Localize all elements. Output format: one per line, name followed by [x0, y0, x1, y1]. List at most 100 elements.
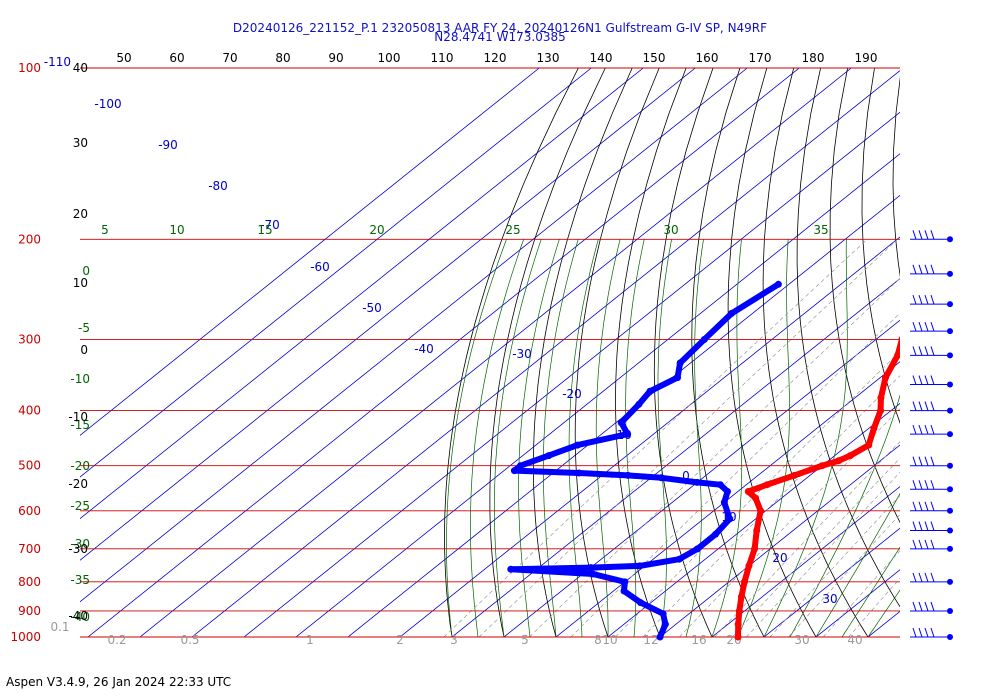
dewpoint-profile-point: [620, 587, 628, 595]
temperature-profile-point: [846, 452, 854, 460]
temperature-profile-point: [904, 319, 911, 326]
mixing-ratio-label: 10: [602, 633, 617, 647]
wind-barb-flag: [918, 480, 923, 490]
altitude-label: 0: [80, 343, 88, 357]
wind-barb-flag: [918, 294, 923, 305]
mixing-ratio-label: 0.5: [180, 633, 199, 647]
temperature-profile-point: [937, 259, 944, 266]
pressure-label: 700: [18, 542, 41, 556]
temperature-profile-point: [745, 562, 753, 570]
temperature-profile-point: [790, 471, 798, 479]
dewpoint-profile-point: [693, 545, 701, 553]
wind-barb-flag: [912, 521, 917, 531]
dry-adiabat-line: [861, 68, 900, 425]
pressure-label: 800: [18, 575, 41, 589]
wind-barb-flag: [924, 264, 929, 274]
wind-barb-dot: [947, 301, 953, 308]
wind-barb: [910, 627, 953, 640]
isotherm-label: -90: [158, 138, 178, 152]
temperature-profile-point: [882, 374, 889, 382]
isotherm-line: [347, 194, 900, 638]
isotherm-label: 0: [682, 469, 690, 483]
isotherm-line: [80, 68, 748, 603]
dry-adiabat-line: [444, 68, 579, 638]
wind-barb-dot: [947, 545, 953, 552]
dewpoint-profile-point: [545, 452, 553, 460]
wind-barb-flag: [924, 501, 929, 511]
moist-adiabat-line: [841, 546, 900, 638]
theta-tick-label: 180: [802, 51, 825, 65]
moist-adiabat-label: 5: [101, 223, 109, 237]
wind-barb-flag: [930, 501, 935, 511]
dewpoint-profile-point: [656, 633, 664, 641]
wind-barb-dot: [947, 578, 953, 585]
temperature-profile: [735, 335, 900, 640]
isotherm-label: 30: [822, 592, 837, 606]
mixing-ratio-line: [731, 457, 900, 638]
isotherm-label: -30: [512, 347, 532, 361]
pressure-label: 100: [18, 61, 41, 75]
isotherm-line: [867, 610, 900, 638]
wind-barb: [910, 539, 953, 552]
wind-barb-flag: [930, 424, 935, 435]
temperature-profile-point: [763, 481, 771, 489]
wind-barb-flag: [912, 294, 917, 305]
wind-barb-dot: [947, 634, 953, 640]
wind-barb-flag: [924, 424, 929, 435]
wind-barb: [910, 375, 953, 388]
mixing-ratio-label: 16: [691, 633, 706, 647]
wind-barb-dot: [947, 236, 953, 243]
temperature-profile-point: [741, 578, 748, 586]
wind-barb-flag: [918, 375, 923, 385]
temperature-profile-point: [757, 507, 765, 515]
dry-adiabat-line: [615, 68, 687, 638]
altitude-label: 20: [73, 207, 88, 221]
isotherm-line: [87, 68, 800, 638]
temperature-profile-point: [752, 494, 760, 502]
isotherm-line: [711, 486, 900, 638]
temperature-profile-point: [735, 607, 743, 615]
isotherm-line: [191, 70, 900, 638]
wind-barb-flag: [918, 501, 923, 511]
mixing-ratio-label: 5: [521, 633, 529, 647]
wind-barb-flag: [918, 321, 923, 332]
altitude-label: -20: [68, 477, 88, 491]
temperature-profile-point: [818, 462, 826, 470]
wind-barb-flag: [912, 539, 917, 550]
isotherm-line: [815, 569, 900, 638]
dewpoint-profile-point: [676, 359, 684, 367]
footer-text: Aspen V3.4.9, 26 Jan 2024 22:33 UTC: [6, 675, 232, 689]
dewpoint-profile-point: [712, 530, 719, 538]
wind-barb-flag: [918, 539, 923, 550]
wind-barb-dot: [947, 407, 953, 414]
dewpoint-profile-point: [635, 400, 643, 408]
isotherm-line: [763, 527, 900, 638]
theta-tick-label: 160: [696, 51, 719, 65]
wind-barb-flag: [924, 321, 929, 332]
wind-barb-flag: [912, 627, 917, 638]
wind-barb-flag: [930, 601, 935, 612]
wind-barb-flag: [918, 601, 923, 612]
wind-barb-flag: [912, 375, 917, 385]
wind-barb-flag: [924, 375, 929, 385]
temperature-profile-point: [737, 593, 745, 601]
moist-left-label: -15: [70, 418, 90, 432]
temperature-profile-point: [894, 351, 900, 359]
dewpoint-profile-point: [517, 462, 524, 470]
theta-tick-label: 70: [222, 51, 237, 65]
dry-adiabat-line: [532, 68, 633, 638]
mixing-ratio-line: [679, 408, 900, 638]
dewpoint-profile-point: [507, 565, 515, 573]
pressure-label-extra: -110: [44, 55, 71, 69]
isotherm-line: [607, 402, 900, 638]
wind-barb: [910, 294, 953, 308]
dry-adiabat-line: [574, 68, 660, 638]
wind-barb-flag: [924, 456, 929, 466]
wind-barb-dot: [947, 462, 953, 469]
wind-barb-dot: [947, 486, 953, 493]
mixing-ratio-line: [788, 513, 900, 638]
dewpoint-profile-point: [574, 441, 581, 449]
isotherm-label: -80: [208, 179, 228, 193]
altitude-label: -40: [68, 609, 88, 623]
